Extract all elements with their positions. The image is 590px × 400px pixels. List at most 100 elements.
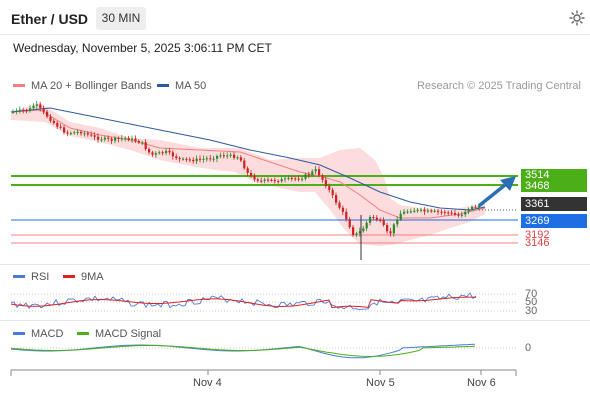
candle-body bbox=[352, 227, 355, 235]
rsi-chart[interactable] bbox=[0, 285, 590, 320]
candle-body bbox=[358, 231, 361, 234]
candle-body bbox=[338, 202, 341, 208]
candle-body bbox=[127, 138, 130, 140]
legend-label: MACD Signal bbox=[95, 328, 162, 340]
x-label-nov4: Nov 4 bbox=[193, 377, 222, 389]
candle-body bbox=[386, 225, 389, 232]
candle-body bbox=[66, 132, 69, 134]
candle-body bbox=[18, 109, 21, 111]
candle-body bbox=[12, 111, 15, 113]
candle-body bbox=[246, 168, 249, 174]
candle-body bbox=[233, 154, 236, 158]
candle-body bbox=[457, 214, 460, 216]
candle-body bbox=[341, 207, 344, 212]
candle-body bbox=[416, 209, 419, 211]
candle-body bbox=[263, 179, 266, 181]
panel-divider bbox=[0, 320, 590, 321]
candle-body bbox=[406, 211, 409, 213]
candle-body bbox=[447, 212, 450, 214]
candle-body bbox=[46, 111, 49, 117]
candle-body bbox=[290, 177, 293, 179]
candle-body bbox=[73, 132, 76, 134]
candle-body bbox=[284, 178, 287, 180]
legend-label: MACD bbox=[31, 328, 64, 340]
candle-body bbox=[49, 116, 52, 121]
candle-body bbox=[331, 189, 334, 196]
candle-body bbox=[304, 174, 307, 179]
candle-body bbox=[141, 142, 144, 144]
candle-body bbox=[39, 104, 42, 109]
candle-body bbox=[97, 136, 100, 140]
candle-body bbox=[144, 142, 147, 149]
candle-body bbox=[280, 179, 283, 182]
level-label-3514: 3514 bbox=[521, 169, 587, 181]
candle-body bbox=[392, 224, 395, 234]
candle-body bbox=[375, 217, 378, 220]
candle-body bbox=[134, 138, 137, 141]
level-label-3468: 3468 bbox=[521, 180, 587, 192]
legend-swatch bbox=[77, 331, 89, 335]
x-label-nov5: Nov 5 bbox=[366, 377, 395, 389]
legend-label: MA 50 bbox=[175, 80, 207, 92]
rsi-tick-70: 70 bbox=[525, 288, 538, 300]
legend-rsi: RSI bbox=[13, 271, 49, 283]
candle-body bbox=[403, 211, 406, 214]
candle-body bbox=[355, 233, 358, 235]
candle-body bbox=[76, 131, 79, 133]
legend-macd-signal: MACD Signal bbox=[77, 328, 161, 340]
arrow-head bbox=[500, 176, 516, 191]
candle-body bbox=[226, 155, 229, 157]
candle-body bbox=[195, 158, 198, 162]
candle-body bbox=[250, 173, 253, 177]
candle-body bbox=[413, 210, 416, 212]
candle-body bbox=[154, 153, 157, 155]
candle-body bbox=[471, 206, 474, 210]
rsi-tick-30: 30 bbox=[525, 305, 538, 317]
candle-body bbox=[178, 158, 181, 160]
candle-body bbox=[137, 140, 140, 143]
header-divider bbox=[0, 34, 590, 35]
macd-tick-0: 0 bbox=[525, 342, 532, 354]
level-label-3269: 3269 bbox=[521, 214, 587, 228]
candle-body bbox=[443, 211, 446, 213]
macd-chart[interactable] bbox=[0, 340, 590, 370]
price-chart[interactable] bbox=[0, 95, 590, 265]
candle-body bbox=[321, 175, 324, 180]
legend-swatch bbox=[157, 83, 169, 87]
candle-body bbox=[433, 210, 436, 212]
candle-body bbox=[399, 213, 402, 220]
candle-body bbox=[477, 206, 480, 208]
candle-body bbox=[202, 158, 205, 160]
candle-body bbox=[110, 138, 113, 141]
candle-body bbox=[229, 154, 232, 156]
candle-body bbox=[131, 138, 134, 140]
candle-body bbox=[389, 231, 392, 234]
candle-body bbox=[307, 174, 310, 176]
candlesticks bbox=[12, 101, 480, 260]
candle-body bbox=[335, 195, 338, 203]
candle-body bbox=[56, 122, 59, 127]
candle-body bbox=[277, 181, 280, 183]
x-axis bbox=[10, 369, 517, 376]
level-label-3192: 3192 bbox=[525, 229, 550, 241]
gear-icon[interactable] bbox=[568, 9, 586, 27]
legend-swatch bbox=[63, 274, 75, 278]
instrument-title: Ether / USD bbox=[11, 11, 89, 27]
candle-body bbox=[219, 155, 222, 157]
candle-body bbox=[260, 180, 263, 182]
candle-body bbox=[423, 209, 426, 212]
legend-ma50: MA 50 bbox=[157, 80, 206, 92]
candle-body bbox=[256, 179, 259, 181]
legend-ma20-bb: MA 20 + Bollinger Bands bbox=[13, 80, 152, 92]
candle-body bbox=[328, 186, 331, 190]
level-lines bbox=[11, 175, 518, 244]
candle-body bbox=[243, 160, 246, 169]
timeframe-button[interactable]: 30 MIN bbox=[96, 7, 146, 30]
macd-lines bbox=[10, 343, 518, 359]
candle-body bbox=[294, 178, 297, 180]
candle-body bbox=[253, 176, 256, 180]
candle-body bbox=[297, 178, 300, 180]
candle-body bbox=[396, 219, 399, 225]
candle-body bbox=[236, 157, 239, 159]
legend-swatch bbox=[13, 83, 25, 87]
